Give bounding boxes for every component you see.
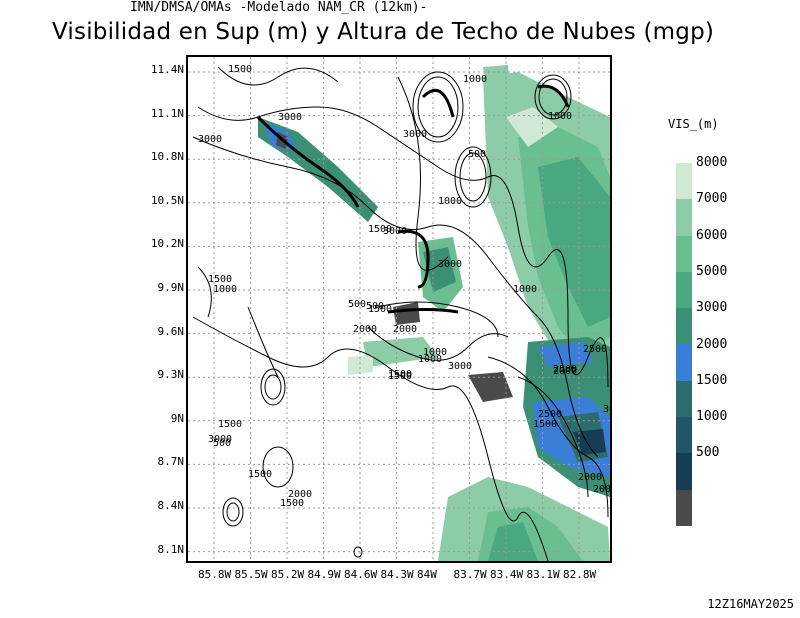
latitude-tick-label: 9.9N [157,281,185,294]
colorbar-level-label: 500 [696,445,720,461]
contour-label: 500 [468,149,486,160]
contour-label: 1000 [548,111,572,122]
vis-fill-se-1000 [573,429,606,455]
contour-label: 500 [348,299,366,310]
longitude-tick-label: 85.5W [234,568,268,581]
colorbar-units-label: VIS_(m) [668,117,719,131]
contour-label: 1500 [228,64,252,75]
colorbar-level-label: 7000 [696,191,728,207]
contour-label: 2500 [538,409,562,420]
colorbar-segment [676,271,692,309]
longitude-tick-label: 84W [417,568,437,581]
colorbar-level-label: 3000 [696,300,728,316]
vis-fill-center-6000b [363,337,438,367]
contour-label: 1000 [513,284,537,295]
longitude-tick-label: 83.7W [453,568,487,581]
contour-label: 1000 [418,354,442,365]
latitude-tick-label: 8.1N [157,542,185,556]
colorbar-segment [676,308,692,345]
latitude-tick-label: 10.5N [150,193,184,207]
longitude-tick-label: 85.8W [198,568,232,581]
contour-label: 1500 [368,224,392,235]
model-run-timestamp: 12Z16MAY2025 [707,597,794,611]
contour-label: 1500 [208,274,232,285]
contour-label: 3000 [198,134,222,145]
contour-label: 3000 [403,129,427,140]
colorbar-segment [676,199,692,236]
latitude-tick-label: 11.1N [150,106,184,120]
contour-label: 500 [366,301,384,312]
colorbar-level-label: 6000 [696,227,728,243]
longitude-tick-label: 85.2W [271,568,305,581]
contour-label: 3000 [603,404,610,415]
map-panel: 1500 3000 3000 3000 1000 1000 500 1000 1500 3000 1… [186,55,612,563]
contour-label: 2500 [553,364,577,375]
vis-fill-center-7000 [348,355,373,375]
contour-label: 1000 [438,196,462,207]
contour-label: 1500 [218,419,242,430]
contour-label: 2000 [578,472,602,483]
latitude-tick-label: 10.2N [150,237,184,251]
colorbar-segment [676,489,692,526]
contour-label: 500 [213,438,231,449]
latitude-tick-label: 11.4N [150,63,184,76]
vis-fill-center-3000 [423,247,456,292]
colorbar-level-label: 2000 [696,336,728,352]
contour-label: 1000 [213,284,237,295]
longitude-tick-label: 84.9W [307,568,341,581]
latitude-tick-label: 9N [170,411,184,425]
contour-label: 2000 [553,366,577,377]
contour-label: 2500 [583,344,607,355]
colorbar-level-label: 8000 [696,155,728,170]
colorbar-level-label: 1000 [696,409,728,425]
contour-label: 3000 [208,434,232,445]
latitude-tick-label: 10.8N [150,150,184,164]
contour-label: 2000 [593,484,610,495]
contour-label: 3000 [278,112,302,123]
contour-label: 3000 [448,361,472,372]
longitude-tick-label: 82.8W [563,568,597,581]
colorbar-segment [676,453,692,490]
vis-fill-center-500 [393,302,420,325]
longitude-tick-label: 84.6W [344,568,378,581]
contour-label: 2000 [288,489,312,500]
vis-fill-5000 [538,157,610,327]
contour-label: 1500 [388,369,412,380]
contour-label: 3000 [438,259,462,270]
latitude-tick-label: 9.6N [157,324,185,338]
colorbar [676,163,692,526]
contour-label: 2000 [353,324,377,335]
contour-label: 2000 [393,324,417,335]
cloud-ceiling-contours [192,66,609,561]
latitude-tick-label: 9.3N [157,368,185,382]
colorbar-level-label: 5000 [696,263,728,279]
model-source-label: IMN/DMSA/OMAs -Modelado NAM_CR (12km)- [130,0,428,15]
contour-label: 1000 [423,347,447,358]
colorbar-segment [676,344,692,381]
latitude-tick-label: 8.4N [157,499,185,512]
contour-label: 1500 [533,419,557,430]
longitude-tick-label: 84.3W [380,568,414,581]
contour-label: 1500 [280,498,304,509]
contour-label: 1000 [463,74,487,85]
colorbar-segment [676,380,692,418]
vis-fill-se-500 [468,372,513,402]
thick-contour-overlay [256,84,570,314]
contour-label: 1500 [248,469,272,480]
visibility-fill-layer [258,65,610,561]
contour-label: 1500 [388,371,412,382]
colorbar-segment [676,163,692,200]
colorbar-level-label: 1500 [696,372,728,388]
latitude-tick-label: 8.7N [157,455,185,469]
longitude-tick-label: 83.1W [526,568,560,581]
map-title: Visibilidad en Sup (m) y Altura de Techo… [52,19,715,45]
colorbar-segment [676,235,692,272]
vis-fill-south-5000 [488,522,538,561]
contour-label: 1500 [368,304,392,315]
longitude-tick-label: 83.4W [490,568,524,581]
contour-label: 3000 [383,226,407,237]
colorbar-segment [676,417,692,454]
